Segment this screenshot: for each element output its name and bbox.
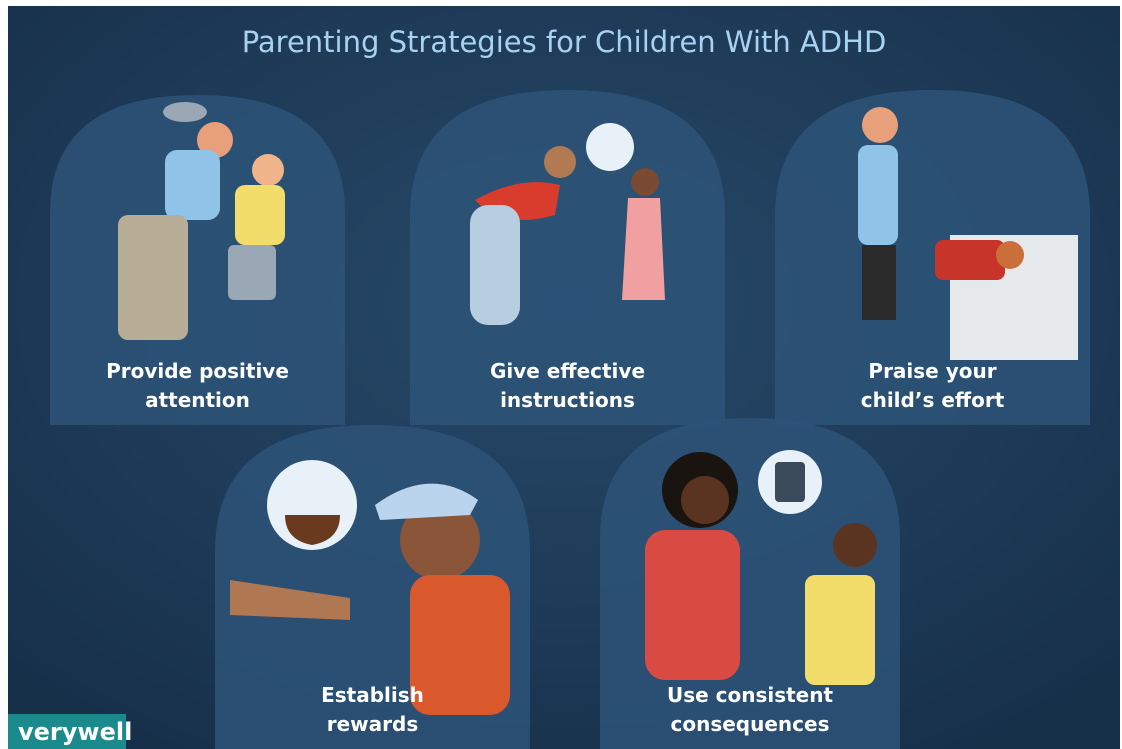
panel-label: child’s effort	[861, 388, 1005, 412]
panel-label: attention	[145, 388, 250, 412]
panel-label: Provide positive	[106, 359, 289, 383]
panel-label: Give effective	[490, 359, 645, 383]
panel-label: instructions	[500, 388, 635, 412]
illustrations	[118, 102, 1078, 715]
panel-label: Praise your	[868, 359, 996, 383]
panel-label: Use consistent	[667, 683, 834, 707]
panel-label: rewards	[327, 712, 418, 736]
brand: verywell	[18, 718, 132, 746]
panel-label: Establish	[321, 683, 424, 707]
panel-label: consequences	[671, 712, 830, 736]
brand-box	[8, 714, 126, 749]
title: Parenting Strategies for Children With A…	[242, 25, 887, 59]
panel-labels: Provide positive attention Give effective i…	[106, 359, 1005, 736]
